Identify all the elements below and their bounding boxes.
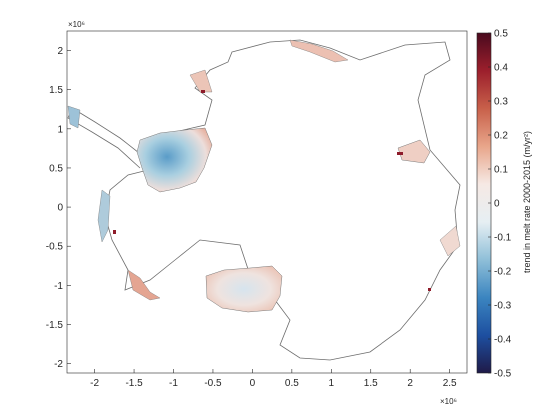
- y-tick-label: 1.5: [49, 85, 63, 96]
- x-axis: -2 -1.5 -1 -0.5 0 0.5 1 1.5 2 2.5: [90, 369, 457, 389]
- colorbar-tick-label: -0.5: [494, 369, 512, 380]
- x-tick-label: 0.5: [285, 378, 299, 389]
- colorbar-tick-label: 0.1: [494, 165, 508, 176]
- coastal-shelf-west: [97, 189, 111, 243]
- dml-shelf: [189, 69, 213, 93]
- peninsula-shelf: [67, 105, 81, 129]
- amundsen-shelf: [127, 269, 161, 301]
- x-tick-label: 1.5: [364, 378, 378, 389]
- y-tick-label: -1: [54, 281, 63, 292]
- y-tick-label: 0: [57, 203, 63, 214]
- colorbar-label: trend in melt rate 2000-2015 (m/yr²): [522, 131, 532, 273]
- filchner-ronne-shelf: [136, 127, 213, 193]
- coastal-shelf-east: [439, 225, 461, 257]
- colorbar-ticks: -0.5 -0.4 -0.3 -0.2 -0.1 0 0.1 0.2 0.3 0.4 0.5: [488, 29, 512, 380]
- colorbar-tick-label: 0: [494, 199, 500, 210]
- colorbar-tick-label: -0.2: [494, 267, 512, 278]
- peninsula-hotspot: [113, 230, 116, 234]
- ross-shelf: [205, 265, 283, 313]
- x-tick-label: -1.5: [125, 378, 143, 389]
- y-tick-label: -0.5: [46, 242, 64, 253]
- dml-hotspot: [201, 90, 205, 93]
- x-tick-label: 2: [407, 378, 413, 389]
- y-tick-label: 2: [57, 46, 63, 57]
- amery-shelf: [397, 139, 431, 164]
- x-tick-label: -0.5: [204, 378, 222, 389]
- colorbar-tick-label: -0.1: [494, 233, 512, 244]
- x-tick-label: -2: [90, 378, 99, 389]
- x-tick-label: 2.5: [443, 378, 457, 389]
- colorbar-tick-label: 0.3: [494, 97, 508, 108]
- y-axis: -2 -1.5 -1 -0.5 0 0.5 1 1.5 2: [46, 46, 71, 370]
- y-axis-multiplier: ×10⁶: [68, 20, 85, 29]
- y-tick-label: 0.5: [49, 163, 63, 174]
- x-tick-label: -1: [169, 378, 178, 389]
- east-hotspot: [428, 288, 431, 291]
- colorbar-tick-label: 0.4: [494, 63, 508, 74]
- colorbar-tick-label: 0.5: [494, 29, 508, 40]
- colorbar-tick-label: 0.2: [494, 131, 508, 142]
- x-tick-label: 1: [329, 378, 335, 389]
- y-tick-label: 1: [57, 124, 63, 135]
- y-tick-label: -2: [54, 359, 63, 370]
- colorbar-tick-label: -0.4: [494, 335, 512, 346]
- amery-hotspot: [397, 152, 403, 155]
- x-tick-label: 0: [250, 378, 256, 389]
- plot-area: [66, 30, 468, 374]
- y-tick-label: -1.5: [46, 320, 64, 331]
- x-axis-multiplier: ×10⁶: [440, 397, 457, 406]
- coastal-shelf-north: [289, 39, 349, 63]
- colorbar-tick-label: -0.3: [494, 301, 512, 312]
